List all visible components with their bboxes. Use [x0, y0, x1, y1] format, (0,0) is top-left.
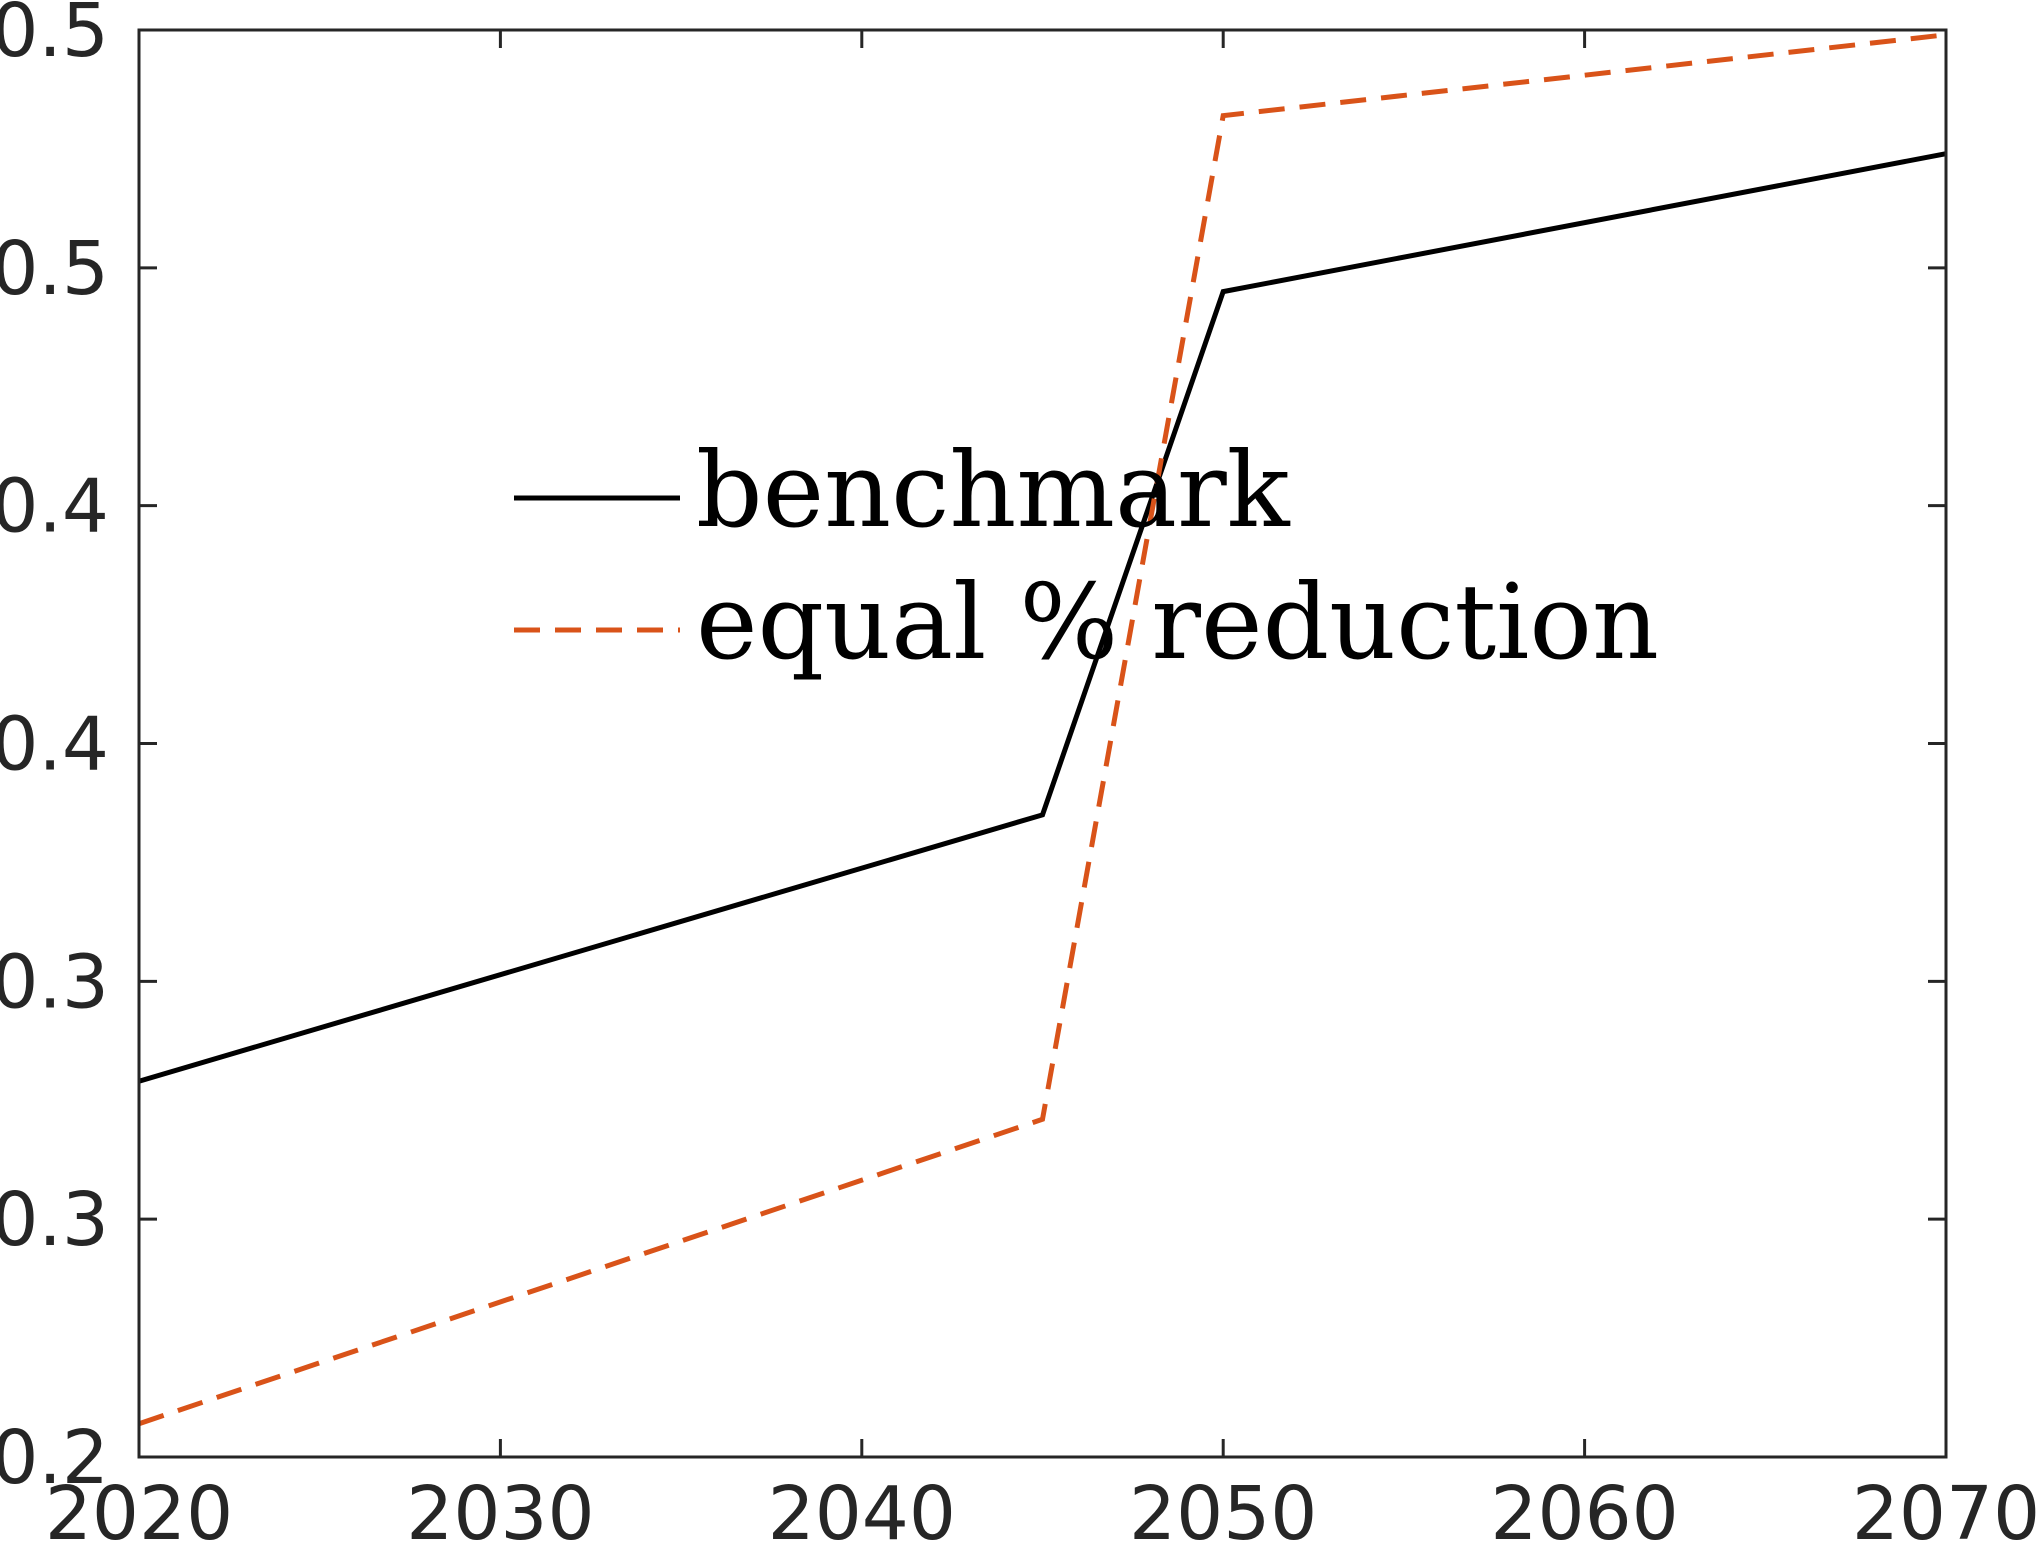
series-lines	[139, 35, 1946, 1424]
x-tick-label: 2060	[1490, 1471, 1678, 1554]
x-tick-label: 2040	[768, 1471, 956, 1554]
y-tick-label: 0.4	[0, 702, 109, 788]
series-line-equal-reduction	[139, 35, 1946, 1424]
x-tick-label: 2050	[1129, 1471, 1317, 1554]
x-tick-label: 2070	[1852, 1471, 2036, 1554]
y-tick-label: 0.4	[0, 464, 109, 550]
y-tick-labels: 0.2 0.3 0.3 0.4 0.4 0.5 0.5	[0, 0, 109, 1501]
legend-entry-equal-reduction: equal % reduction	[696, 561, 1659, 683]
y-tick-label: 0.3	[0, 939, 109, 1025]
plot-area-frame	[139, 30, 1946, 1457]
legend: benchmark equal % reduction	[514, 429, 1659, 683]
axis-ticks	[139, 30, 1946, 1457]
x-tick-labels: 2020 2030 2040 2050 2060 2070	[45, 1471, 2036, 1554]
y-tick-label: 0.3	[0, 1177, 109, 1263]
y-tick-label: 0.2	[0, 1415, 109, 1501]
y-tick-label: 0.5	[0, 226, 109, 312]
legend-entry-benchmark: benchmark	[696, 429, 1291, 551]
x-tick-label: 2030	[406, 1471, 594, 1554]
y-tick-label: 0.5	[0, 0, 109, 74]
